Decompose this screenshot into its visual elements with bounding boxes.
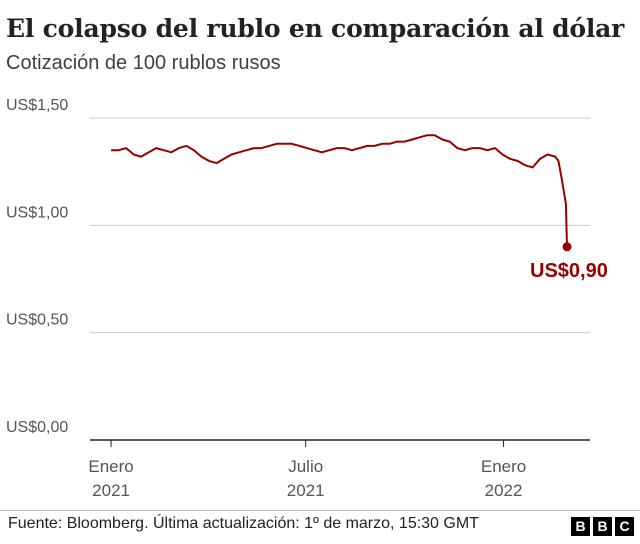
x-tick-label: Enero bbox=[481, 457, 526, 476]
series-line bbox=[111, 134, 568, 247]
x-tick-label: Enero bbox=[88, 457, 133, 476]
y-tick-label: US$0,50 bbox=[6, 312, 68, 329]
bbc-logo-block: B bbox=[593, 517, 612, 536]
x-tick-label: Julio bbox=[288, 457, 323, 476]
x-tick-label: 2021 bbox=[287, 481, 325, 500]
bbc-logo: B B C bbox=[571, 517, 634, 536]
source-note: Fuente: Bloomberg. Última actualización:… bbox=[8, 515, 479, 532]
y-tick-label: US$1,50 bbox=[6, 97, 68, 114]
x-tick-label: 2021 bbox=[92, 481, 130, 500]
footer: Fuente: Bloomberg. Última actualización:… bbox=[0, 510, 640, 544]
y-tick-label: US$1,00 bbox=[6, 204, 68, 221]
bbc-logo-block: C bbox=[615, 517, 634, 536]
y-tick-label: US$0,00 bbox=[6, 419, 68, 436]
end-value-label: US$0,90 bbox=[530, 260, 608, 282]
bbc-logo-block: B bbox=[571, 517, 590, 536]
chart-title: El colapso del rublo en comparación al d… bbox=[6, 14, 625, 43]
chart-subtitle: Cotización de 100 rublos rusos bbox=[6, 52, 281, 74]
end-point-marker bbox=[562, 242, 572, 252]
x-tick-label: 2022 bbox=[485, 481, 523, 500]
line-chart: US$1,50 US$1,00 US$0,50 US$0,00 Enero 2021 Jul… bbox=[6, 97, 608, 500]
